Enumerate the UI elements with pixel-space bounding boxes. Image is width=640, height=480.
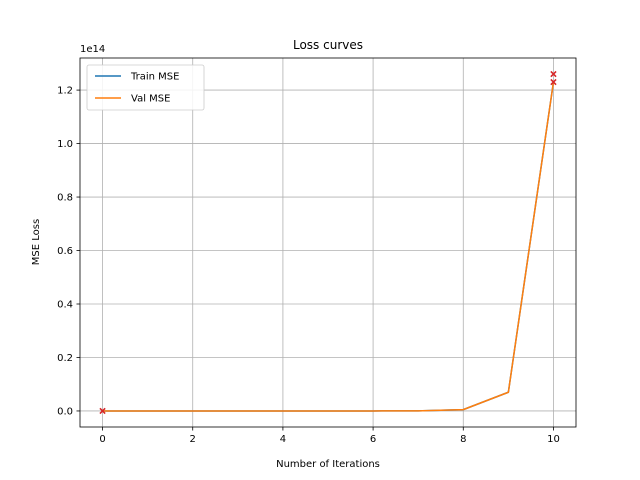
y-tick-label: 1.0	[57, 139, 73, 150]
series-layer	[101, 81, 555, 412]
x-tick-label: 6	[370, 434, 376, 445]
legend-label: Val MSE	[131, 94, 170, 105]
series-line-train-mse	[101, 81, 555, 412]
loss-point-marker	[550, 78, 557, 86]
x-axis-title: Number of Iterations	[276, 459, 380, 470]
grid-lines	[80, 58, 576, 427]
loss-point-marker	[550, 70, 557, 78]
legend: Train MSE Val MSE	[86, 64, 205, 111]
y-axis-offset-label: 1e14	[80, 44, 105, 55]
x-tick-label: 4	[280, 434, 286, 445]
x-tick-label: 2	[190, 434, 196, 445]
chart-title: Loss curves	[293, 38, 363, 52]
x-tick-label: 10	[547, 434, 560, 445]
y-axis-title: MSE Loss	[31, 219, 42, 265]
legend-label: Train MSE	[130, 72, 179, 83]
x-tick-label: 0	[99, 434, 105, 445]
y-tick-label: 0.6	[57, 246, 73, 257]
loss-point-marker	[99, 407, 106, 415]
y-tick-label: 0.8	[57, 193, 73, 204]
series-line-val-mse	[101, 81, 555, 412]
axis-ticks: 0 2 4 6 8 10 0.0 0.2 0.4 0.6 0.8 1.0 1.2	[57, 86, 560, 445]
marker-layer	[99, 70, 557, 415]
y-tick-label: 0.2	[57, 353, 73, 364]
y-tick-label: 1.2	[57, 86, 73, 97]
y-tick-label: 0.0	[57, 407, 73, 418]
plot-frame	[79, 57, 577, 428]
y-tick-label: 0.4	[57, 300, 73, 311]
x-tick-label: 8	[460, 434, 466, 445]
